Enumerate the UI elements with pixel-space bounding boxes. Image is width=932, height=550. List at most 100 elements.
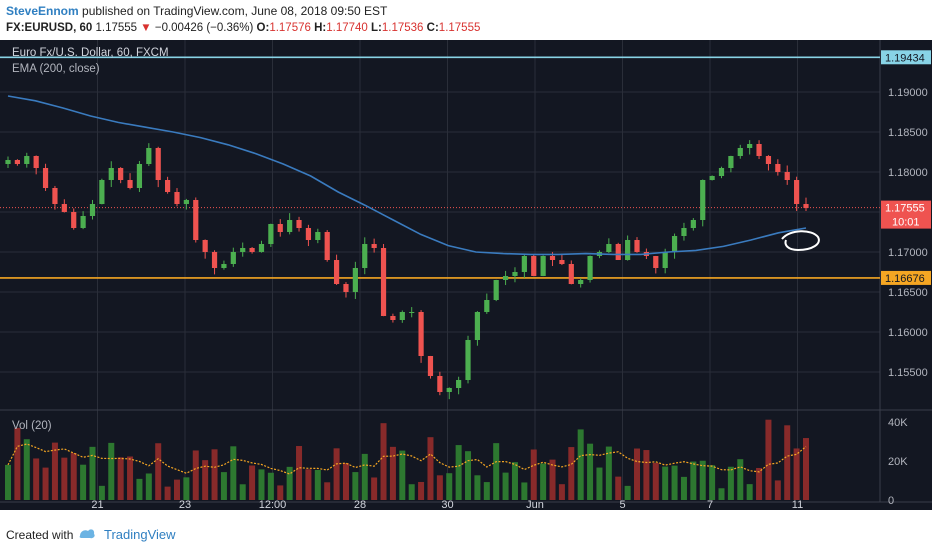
volume-bar bbox=[352, 472, 359, 500]
candle-body bbox=[165, 180, 171, 192]
close-label: C: bbox=[426, 22, 439, 34]
y-tick-label: 1.18500 bbox=[888, 127, 928, 139]
volume-bar bbox=[14, 427, 21, 500]
volume-bar bbox=[230, 446, 237, 500]
volume-bars bbox=[5, 419, 809, 500]
chart-header: SteveEnnom published on TradingView.com,… bbox=[0, 0, 932, 40]
volume-bar bbox=[80, 464, 87, 500]
chart-background bbox=[0, 40, 932, 510]
volume-bar bbox=[333, 448, 340, 500]
volume-bar bbox=[596, 467, 603, 500]
candle-body bbox=[155, 148, 161, 180]
candle-body bbox=[127, 180, 133, 188]
volume-bar bbox=[718, 488, 725, 500]
volume-bar bbox=[765, 419, 772, 500]
candle-body bbox=[287, 220, 293, 232]
candle-body bbox=[5, 160, 11, 164]
volume-bar bbox=[286, 466, 293, 500]
candle-body bbox=[380, 248, 387, 316]
created-with-text: Created with bbox=[6, 528, 74, 542]
volume-bar bbox=[51, 442, 58, 500]
hand-drawn-circle bbox=[781, 230, 820, 252]
volume-bar bbox=[690, 461, 697, 500]
volume-bar bbox=[483, 482, 490, 500]
candle-body bbox=[747, 144, 753, 148]
candle-body bbox=[512, 272, 518, 276]
volume-bar bbox=[568, 447, 575, 500]
candle-body bbox=[14, 160, 20, 164]
candle-body bbox=[606, 244, 612, 252]
candle-body bbox=[521, 256, 527, 272]
close-value: 1.17555 bbox=[438, 22, 481, 34]
volume-bar bbox=[511, 462, 518, 500]
volume-bar bbox=[737, 459, 744, 500]
candle-body bbox=[230, 252, 236, 264]
volume-bar bbox=[305, 469, 312, 500]
candle-body bbox=[146, 148, 152, 164]
volume-bar bbox=[624, 485, 631, 500]
volume-bar bbox=[784, 425, 791, 500]
volume-bar bbox=[446, 473, 453, 500]
ema-line bbox=[7, 95, 807, 256]
level-price-tag bbox=[881, 270, 931, 285]
candle-body bbox=[99, 180, 105, 204]
candle-body bbox=[409, 312, 415, 313]
candle-body bbox=[765, 156, 772, 164]
candle-body bbox=[399, 312, 405, 320]
candle-body bbox=[502, 276, 509, 280]
candle-body bbox=[268, 224, 274, 244]
volume-bar bbox=[371, 477, 378, 500]
candle-body bbox=[371, 244, 377, 248]
volume-bar bbox=[605, 446, 612, 500]
tradingview-brand[interactable]: TradingView bbox=[104, 527, 176, 542]
volume-bar bbox=[643, 450, 650, 500]
volume-bar bbox=[540, 463, 547, 500]
x-tick-label: 12:00 bbox=[259, 499, 287, 510]
candle-body bbox=[33, 156, 39, 168]
candle-body bbox=[437, 376, 443, 392]
volume-legend: Vol (20) bbox=[12, 420, 52, 432]
volume-bar bbox=[145, 473, 152, 500]
volume-bar bbox=[652, 462, 659, 500]
candle-body bbox=[662, 252, 668, 268]
ema-legend: EMA (200, close) bbox=[12, 63, 100, 75]
volume-bar bbox=[530, 449, 537, 500]
candle-body bbox=[315, 232, 321, 240]
candle-body bbox=[784, 172, 790, 180]
candle-body bbox=[756, 144, 762, 156]
price-chart[interactable]: 1.155001.160001.165001.170001.175001.180… bbox=[0, 40, 932, 510]
volume-bar bbox=[699, 460, 706, 500]
last-price-tag bbox=[881, 200, 931, 229]
candle-body bbox=[446, 388, 452, 392]
volume-bar bbox=[727, 466, 734, 500]
volume-bar bbox=[389, 446, 396, 500]
candles bbox=[5, 140, 809, 400]
candle-body bbox=[531, 256, 537, 276]
chart-title: Euro Fx/U.S. Dollar, 60, FXCM bbox=[12, 47, 169, 59]
volume-bar bbox=[202, 460, 209, 500]
candle-body bbox=[737, 148, 743, 156]
candle-body bbox=[794, 180, 800, 204]
volume-bar bbox=[615, 476, 622, 500]
candle-body bbox=[465, 340, 471, 380]
candle-body bbox=[653, 256, 659, 268]
x-axis-ticks: 21 23 12:00 28 30 Jun 5 7 11 bbox=[91, 499, 803, 510]
volume-bar bbox=[23, 439, 30, 500]
candle-body bbox=[625, 240, 631, 260]
volume-bar bbox=[756, 467, 763, 500]
candle-body bbox=[709, 176, 715, 180]
volume-bar bbox=[587, 443, 594, 500]
candle-body bbox=[118, 168, 124, 180]
volume-bar bbox=[408, 484, 415, 500]
candle-body bbox=[578, 280, 584, 284]
candle-body bbox=[136, 164, 143, 188]
volume-bar bbox=[399, 450, 406, 500]
volume-bar bbox=[558, 484, 565, 500]
candle-body bbox=[183, 200, 189, 204]
candle-body bbox=[671, 236, 678, 252]
volume-bar bbox=[136, 478, 143, 500]
volume-bar bbox=[33, 458, 40, 500]
volume-bar bbox=[127, 456, 134, 500]
author-link[interactable]: SteveEnnom bbox=[6, 4, 79, 18]
candle-body bbox=[193, 200, 199, 240]
